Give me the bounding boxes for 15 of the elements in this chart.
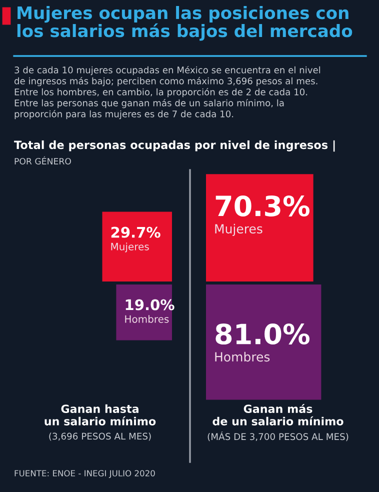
category-label: Ganan hasta un salario mínimo (3,696 PESOS AL MES) [44,404,156,441]
series-label: Mujeres [111,242,149,252]
series-label: Hombres [125,315,169,323]
data-label: 70.3% [216,195,310,216]
text: Hombres [215,352,270,362]
text: POR GÉNERO [14,156,71,164]
data-label: 81.0% [216,324,310,345]
data-label: 29.7% [111,226,160,238]
data-label: 19.0% [126,299,174,310]
text: Total de personas ocupadas por nivel de ingresos | [14,140,335,152]
category-label: Ganan más de un salario mínimo (MÁS DE 3,700 PESOS AL MES) [208,404,348,442]
source-note: FUENTE: ENOE - INEGI JULIO 2020 [14,470,155,478]
text: Mujeres ocupan las posiciones con los salarios más bajos del mercado [17,6,352,41]
text: Mujeres [215,224,262,236]
text: 3 de cada 10 mujeres ocupadas en México se encuentra en el nivel de ingresos más bajo; perciben como máximo 3,696 pesos al mes. Entre los hombres, en cambio, la proporción es de 2 de cada 10. Entre las personas que ganan más de un salario mínimo, la proporción para las mujeres es de 7 de cada 10. [14,66,320,120]
